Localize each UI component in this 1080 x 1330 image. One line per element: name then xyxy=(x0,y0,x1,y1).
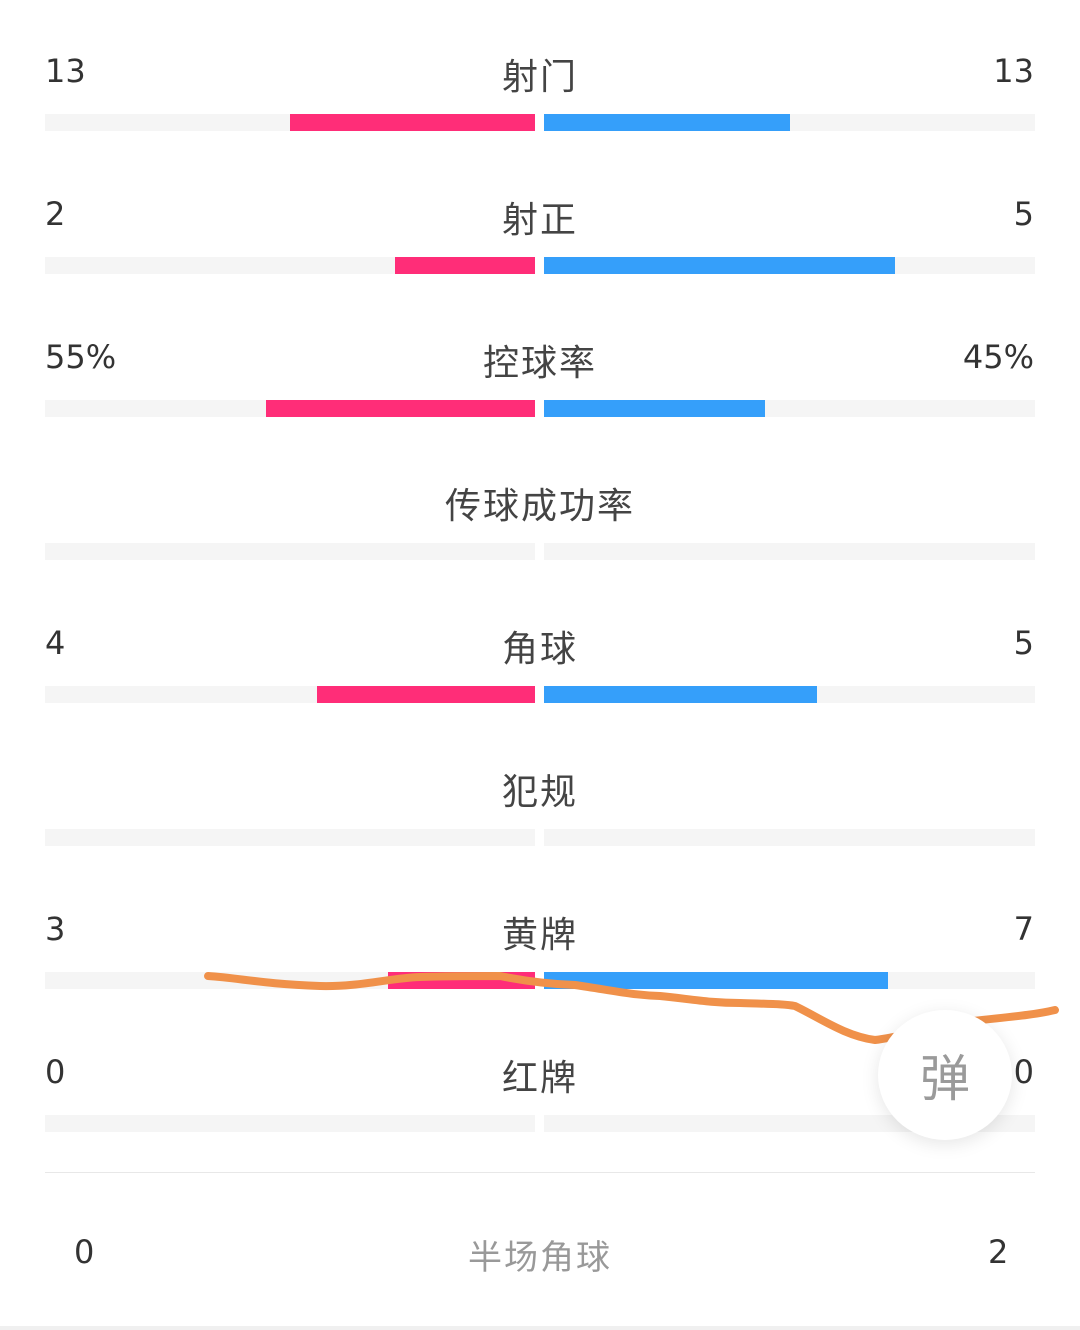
stat-label: 射正 xyxy=(501,200,578,241)
section-divider xyxy=(45,1172,1035,1173)
half-corners-away: 2 xyxy=(988,1233,1009,1271)
home-bar-fill xyxy=(395,257,535,274)
away-bar-track xyxy=(544,257,1035,274)
home-bar-track xyxy=(45,114,535,131)
stat-row-fouls: 犯规 xyxy=(0,733,1080,876)
home-bar-track xyxy=(45,400,535,417)
away-value: 13 xyxy=(993,52,1034,90)
away-value: 5 xyxy=(1013,195,1034,233)
stat-row-shots: 13 射门 13 xyxy=(0,18,1080,161)
home-value: 4 xyxy=(45,624,66,662)
home-bar-track xyxy=(45,543,535,560)
away-value: 45% xyxy=(962,338,1034,376)
home-value: 0 xyxy=(45,1053,66,1091)
half-corners-home: 0 xyxy=(74,1233,95,1271)
stat-label: 犯规 xyxy=(501,772,578,813)
stat-label: 黄牌 xyxy=(501,915,578,956)
stat-row-yellow-cards: 3 黄牌 7 xyxy=(0,876,1080,1019)
home-bar-fill xyxy=(317,686,535,703)
home-value: 13 xyxy=(45,52,86,90)
half-corners-label: 半场角球 xyxy=(468,1238,612,1278)
away-bar-track xyxy=(544,972,1035,989)
stat-row-pass-accuracy: 传球成功率 xyxy=(0,447,1080,590)
stat-row-corners: 4 角球 5 xyxy=(0,590,1080,733)
stat-label: 角球 xyxy=(501,629,578,670)
away-bar-track xyxy=(544,686,1035,703)
away-bar-track xyxy=(544,829,1035,846)
stat-label: 控球率 xyxy=(482,343,597,384)
away-bar-track xyxy=(544,114,1035,131)
home-bar-track xyxy=(45,1115,535,1132)
home-bar-fill xyxy=(290,114,535,131)
stat-row-shots-on-target: 2 射正 5 xyxy=(0,161,1080,304)
away-bar-fill xyxy=(544,972,888,989)
home-bar-track xyxy=(45,257,535,274)
home-bar-fill xyxy=(388,972,535,989)
danmu-button-label: 弹 xyxy=(920,1050,970,1108)
away-value: 7 xyxy=(1013,910,1034,948)
home-bar-track xyxy=(45,972,535,989)
stat-row-possession: 55% 控球率 45% xyxy=(0,304,1080,447)
away-value: 0 xyxy=(1013,1053,1034,1091)
home-value: 55% xyxy=(45,338,117,376)
away-bar-fill xyxy=(544,114,790,131)
home-bar-fill xyxy=(265,400,535,417)
bottom-divider xyxy=(0,1326,1080,1330)
home-bar-track xyxy=(45,686,535,703)
away-bar-fill xyxy=(544,686,817,703)
away-bar-fill xyxy=(544,400,765,417)
away-bar-track xyxy=(544,543,1035,560)
stat-label: 射门 xyxy=(501,57,578,98)
stat-label: 红牌 xyxy=(501,1058,578,1099)
danmu-toggle-button[interactable]: 弹 xyxy=(878,1010,1012,1140)
away-bar-fill xyxy=(544,257,895,274)
home-value: 3 xyxy=(45,910,66,948)
home-value: 2 xyxy=(45,195,66,233)
away-value: 5 xyxy=(1013,624,1034,662)
stat-label: 传球成功率 xyxy=(444,486,635,527)
home-bar-track xyxy=(45,829,535,846)
away-bar-track xyxy=(544,400,1035,417)
